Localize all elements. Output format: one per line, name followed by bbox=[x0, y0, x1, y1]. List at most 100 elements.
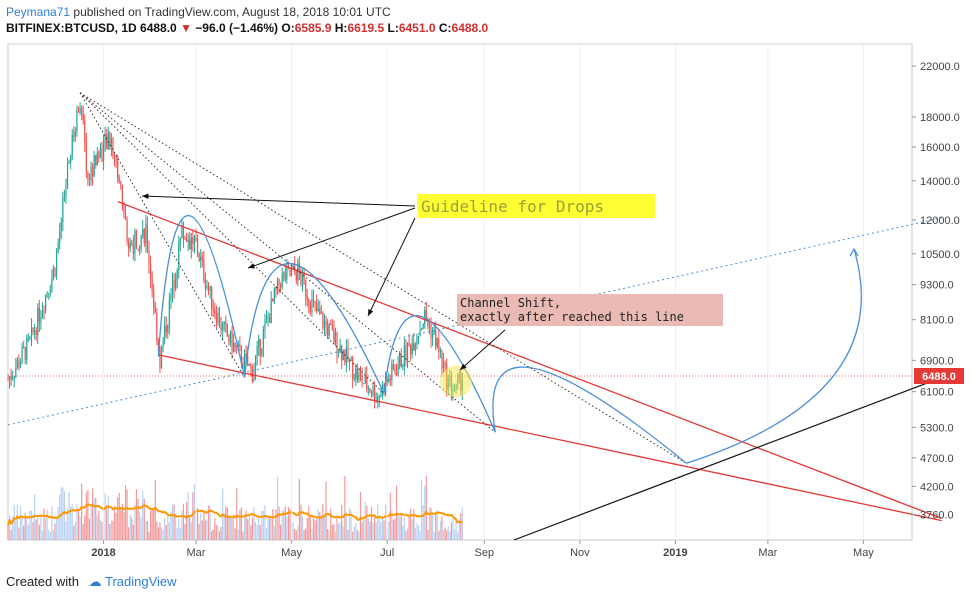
candle-body bbox=[405, 345, 407, 361]
candle-body bbox=[337, 351, 340, 354]
candle-body bbox=[356, 368, 358, 381]
x-tick-label: Jul bbox=[380, 547, 394, 559]
candle-body bbox=[438, 338, 440, 352]
guideline-box bbox=[417, 194, 655, 218]
publish-line: Peymana71 published on TradingView.com, … bbox=[6, 4, 966, 20]
candle-body bbox=[110, 138, 113, 147]
candle-body bbox=[142, 229, 144, 236]
volume-bar bbox=[408, 514, 410, 540]
volume-bar bbox=[331, 524, 333, 540]
candle-body bbox=[10, 376, 12, 380]
candle-body bbox=[27, 337, 29, 339]
candle-body bbox=[211, 286, 213, 309]
chart-header: Peymana71 published on TradingView.com, … bbox=[6, 4, 966, 36]
fan-3-line bbox=[79, 92, 496, 433]
volume-bar bbox=[117, 497, 119, 540]
candle-body bbox=[289, 268, 291, 276]
tradingview-link[interactable]: TradingView bbox=[105, 574, 177, 589]
candle-body bbox=[363, 383, 365, 385]
volume-bar bbox=[201, 520, 203, 540]
y-tick-label: 16000.0 bbox=[920, 142, 960, 154]
candle-body bbox=[12, 377, 14, 380]
candle-body bbox=[400, 353, 402, 367]
volume-bar bbox=[37, 515, 39, 540]
volume-bar bbox=[259, 525, 261, 540]
candle-body bbox=[377, 397, 379, 401]
candle-body bbox=[223, 322, 225, 325]
volume-bar bbox=[182, 503, 185, 540]
volume-bar bbox=[435, 513, 437, 540]
volume-bar bbox=[135, 489, 138, 540]
candle-body bbox=[95, 155, 97, 166]
candle-body bbox=[258, 338, 260, 347]
volume-bar bbox=[281, 510, 283, 540]
candle-body bbox=[388, 378, 390, 383]
candle-body bbox=[366, 375, 368, 389]
volume-ma-line bbox=[7, 503, 463, 526]
volume-bar bbox=[428, 507, 431, 540]
candle-body bbox=[77, 110, 80, 113]
volume-bar bbox=[364, 501, 366, 540]
candle-body bbox=[179, 238, 181, 244]
volume-bar bbox=[118, 492, 120, 540]
volume-bar bbox=[214, 518, 216, 540]
last-price: 6488.0 bbox=[140, 21, 177, 35]
volume-bar bbox=[283, 510, 285, 540]
candle-body bbox=[300, 272, 302, 285]
volume-bar bbox=[449, 531, 451, 540]
volume-bar bbox=[306, 518, 308, 540]
volume-bar bbox=[397, 512, 399, 540]
candle-body bbox=[394, 369, 396, 373]
candle-body bbox=[38, 307, 40, 323]
volume-bar bbox=[356, 530, 358, 540]
candle-body bbox=[250, 364, 252, 367]
volume-bar bbox=[92, 487, 94, 540]
volume-bar bbox=[207, 505, 210, 540]
candle-body bbox=[41, 310, 44, 318]
volume-bar bbox=[49, 531, 51, 540]
author-link[interactable]: Peymana71 bbox=[6, 5, 71, 19]
volume-bar bbox=[220, 527, 222, 540]
candle-body bbox=[267, 317, 269, 319]
volume-bar bbox=[413, 509, 415, 540]
candle-body bbox=[182, 225, 185, 239]
volume-bar bbox=[34, 494, 36, 540]
volume-bar bbox=[400, 513, 402, 540]
candle-body bbox=[217, 312, 219, 324]
candle-body bbox=[413, 342, 415, 351]
candle-body bbox=[430, 324, 432, 339]
volume-bar bbox=[153, 508, 155, 540]
volume-bar bbox=[128, 527, 130, 540]
trendlines-layer bbox=[7, 92, 943, 541]
volume-bar bbox=[425, 475, 427, 540]
volume-bar bbox=[389, 492, 391, 540]
volume-bar bbox=[320, 514, 322, 540]
candle-body bbox=[399, 353, 401, 366]
volume-bar bbox=[381, 516, 384, 540]
y-tick-label: 3760.0 bbox=[920, 509, 954, 521]
volume-bar bbox=[156, 521, 158, 540]
volume-bar bbox=[55, 516, 58, 540]
volume-bar bbox=[358, 531, 360, 540]
grid-layer bbox=[103, 44, 864, 540]
candle-body bbox=[278, 278, 280, 285]
candle-body bbox=[143, 229, 145, 244]
candle-body bbox=[160, 347, 163, 369]
volume-bar bbox=[416, 523, 418, 540]
volume-bar bbox=[452, 518, 454, 540]
volume-bar bbox=[139, 511, 141, 540]
volume-bar bbox=[402, 525, 404, 540]
volume-bar bbox=[461, 507, 463, 540]
volume-bar bbox=[247, 519, 249, 540]
volume-bar bbox=[453, 529, 456, 540]
candle-body bbox=[62, 198, 64, 223]
projection-arc bbox=[157, 214, 246, 378]
volume-bar bbox=[353, 526, 355, 540]
volume-bar bbox=[361, 522, 363, 540]
volume-bar bbox=[175, 513, 177, 540]
candle-body bbox=[195, 237, 197, 241]
volume-bar bbox=[186, 502, 188, 540]
candle-body bbox=[34, 330, 36, 332]
y-tick-label: 14000.0 bbox=[920, 176, 960, 188]
